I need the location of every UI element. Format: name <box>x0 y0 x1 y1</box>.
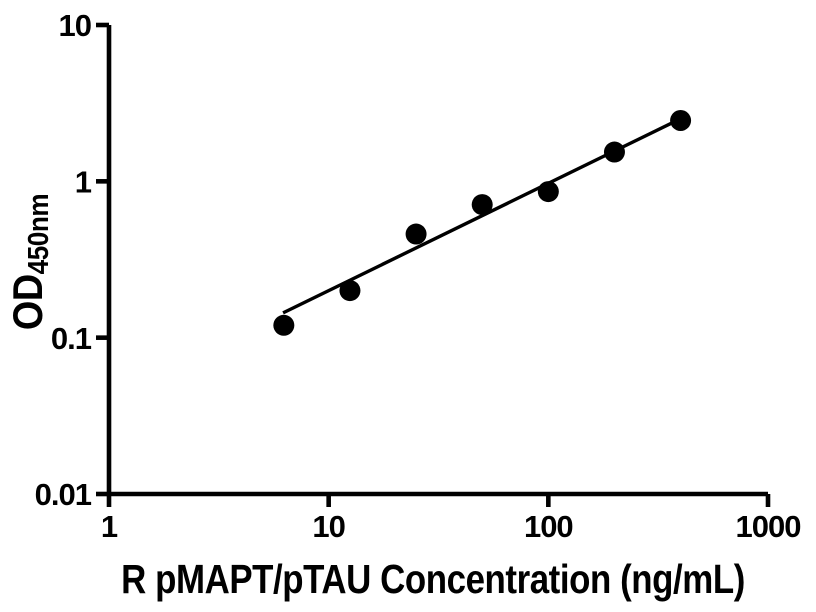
data-point <box>471 194 493 216</box>
y-axis-title-subscript: 450nm <box>23 193 55 275</box>
data-point <box>537 181 559 203</box>
data-point <box>339 280 361 302</box>
x-tick-label: 1000 <box>736 509 801 544</box>
axis-frame <box>106 25 768 497</box>
data-point <box>670 109 692 131</box>
y-tick-label: 0.1 <box>51 321 92 356</box>
y-axis-title-main: OD <box>4 274 51 331</box>
data-point <box>603 141 625 163</box>
y-tick-label: 1 <box>75 164 92 199</box>
x-tick-label: 100 <box>524 509 573 544</box>
y-axis-title: OD450nm <box>4 193 55 331</box>
y-tick-label: 0.01 <box>35 477 92 512</box>
x-axis-title: R pMAPT/pTAU Concentration (ng/mL) <box>121 556 745 602</box>
data-point <box>405 223 427 245</box>
x-tick-label: 10 <box>312 509 344 544</box>
x-tick-label: 1 <box>101 509 118 544</box>
data-point <box>273 314 295 336</box>
y-tick-label: 10 <box>59 8 91 43</box>
